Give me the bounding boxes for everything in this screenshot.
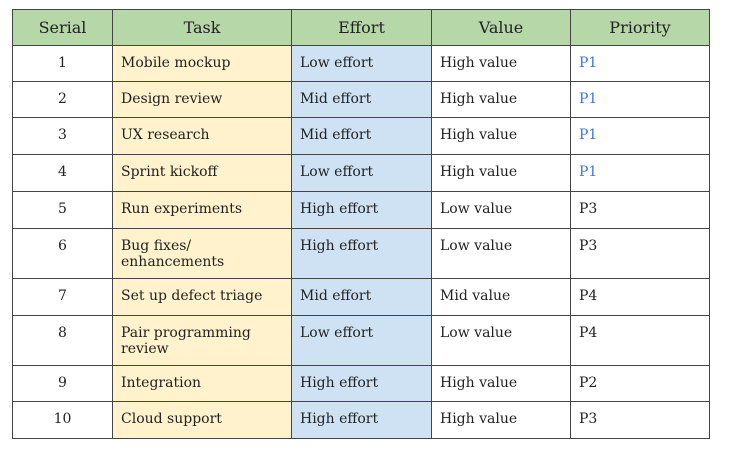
effort-cell: High effort [291,191,432,229]
priority-cell: P4 [570,278,710,316]
effort-cell: Mid effort [291,278,432,316]
table-row: 6 Bug fixes/ enhancements High effort Low v… [12,228,710,279]
table-body: 1 Mobile mockup Low effort High value P1 2 Des… [12,45,710,439]
effort-cell: Mid effort [291,117,432,155]
effort-cell: Low effort [291,315,432,366]
task-cell: UX research [112,117,292,155]
table-row: 3 UX research Mid effort High value P1 [12,117,710,155]
table-row: 5 Run experiments High effort Low value P3 [12,191,710,229]
header-cell: Task [112,9,292,46]
serial-cell: 5 [12,191,113,229]
value-cell: Low value [431,228,571,279]
serial-cell: 8 [12,315,113,366]
effort-cell: High effort [291,401,432,439]
task-cell: Pair programming review [112,315,292,366]
effort-cell: Mid effort [291,81,432,118]
task-cell: Run experiments [112,191,292,229]
effort-cell: Low effort [291,154,432,192]
table-row: 10 Cloud support High effort High value P3 [12,401,710,439]
value-cell: Low value [431,315,571,366]
table-row: 8 Pair programming review Low effort Low va… [12,315,710,366]
value-cell: Mid value [431,278,571,316]
value-cell: High value [431,81,571,118]
table-row: 9 Integration High effort High value P2 [12,365,710,402]
value-cell: Low value [431,191,571,229]
serial-cell: 4 [12,154,113,192]
priority-cell: P1 [570,45,710,82]
header-cell: Serial [12,9,113,46]
serial-cell: 9 [12,365,113,402]
priority-cell: P4 [570,315,710,366]
header-cell: Effort [291,9,432,46]
serial-cell: 3 [12,117,113,155]
priority-cell: P1 [570,117,710,155]
priority-cell: P3 [570,401,710,439]
value-cell: High value [431,45,571,82]
effort-cell: Low effort [291,45,432,82]
table-row: 2 Design review Mid effort High value P1 [12,81,710,118]
header-cell: Priority [570,9,710,46]
value-cell: High value [431,117,571,155]
serial-cell: 1 [12,45,113,82]
task-cell: Bug fixes/ enhancements [112,228,292,279]
effort-cell: High effort [291,228,432,279]
task-cell: Set up defect triage [112,278,292,316]
priority-cell: P3 [570,228,710,279]
table-header: Serial Task Effort Value Priority [12,9,710,46]
task-cell: Sprint kickoff [112,154,292,192]
task-cell: Cloud support [112,401,292,439]
priority-cell: P2 [570,365,710,402]
priority-cell: P1 [570,81,710,118]
priority-cell: P1 [570,154,710,192]
table-row: 1 Mobile mockup Low effort High value P1 [12,45,710,82]
task-cell: Integration [112,365,292,402]
value-cell: High value [431,365,571,402]
serial-cell: 2 [12,81,113,118]
serial-cell: 10 [12,401,113,439]
header-cell: Value [431,9,571,46]
header-row: Serial Task Effort Value Priority [12,9,710,46]
table-row: 4 Sprint kickoff Low effort High value P1 [12,154,710,192]
task-cell: Design review [112,81,292,118]
value-cell: High value [431,154,571,192]
task-cell: Mobile mockup [112,45,292,82]
serial-cell: 6 [12,228,113,279]
value-cell: High value [431,401,571,439]
effort-cell: High effort [291,365,432,402]
serial-cell: 7 [12,278,113,316]
table-row: 7 Set up defect triage Mid effort Mid value… [12,278,710,316]
priority-cell: P3 [570,191,710,229]
priority-table: Serial Task Effort Value Priority 1 Mobile mo… [12,9,710,439]
